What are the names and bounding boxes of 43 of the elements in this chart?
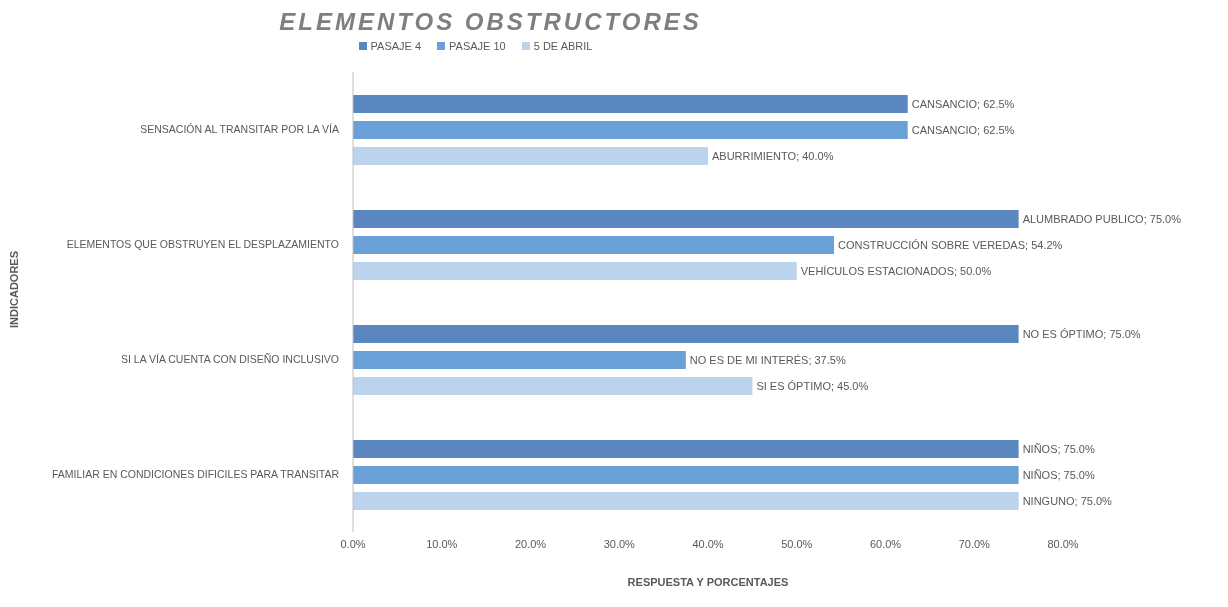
- data-label: CANSANCIO; 62.5%: [911, 123, 1015, 136]
- x-tick-label: 60.0%: [869, 537, 902, 550]
- data-label: NIÑOS; 75.0%: [1022, 442, 1095, 455]
- bar: [353, 325, 1019, 343]
- y-tick-label: SI LA VÍA CUENTA CON DISEÑO INCLUSIVO: [120, 353, 339, 366]
- data-label: NIÑOS; 75.0%: [1022, 468, 1095, 481]
- x-tick-label: 50.0%: [781, 537, 813, 550]
- x-tick-label: 0.0%: [340, 537, 366, 550]
- data-label: ABURRIMIENTO; 40.0%: [712, 149, 834, 162]
- bar: [353, 210, 1019, 228]
- legend-label: PASAJE 4: [369, 40, 422, 52]
- data-label: CANSANCIO; 62.5%: [911, 97, 1015, 110]
- bar: [353, 147, 708, 165]
- legend-label: 5 DE ABRIL: [532, 40, 593, 52]
- y-axis-title: INDICADORES: [8, 250, 20, 328]
- legend-label: PASAJE 10: [448, 40, 506, 52]
- bar: [353, 466, 1019, 484]
- x-tick-label: 20.0%: [514, 537, 547, 550]
- bar: [353, 262, 797, 280]
- bar: [353, 492, 1019, 510]
- x-tick-label: 30.0%: [603, 537, 636, 550]
- data-label: CONSTRUCCIÓN SOBRE VEREDAS; 54.2%: [838, 238, 1063, 251]
- x-tick-label: 80.0%: [1047, 537, 1079, 550]
- data-label: VEHÍCULOS ESTACIONADOS; 50.0%: [800, 264, 992, 277]
- x-tick-label: 40.0%: [692, 537, 724, 550]
- data-label: ALUMBRADO PUBLICO; 75.0%: [1022, 212, 1182, 225]
- data-label: NINGUNO; 75.0%: [1022, 494, 1113, 507]
- bar: [353, 377, 753, 395]
- x-tick-label: 70.0%: [958, 537, 991, 550]
- data-label: SI ES ÓPTIMO; 45.0%: [756, 379, 869, 392]
- bar: [353, 351, 686, 369]
- x-tick-label: 10.0%: [426, 537, 458, 550]
- data-label: NO ES ÓPTIMO; 75.0%: [1022, 327, 1141, 340]
- chart-title: ELEMENTOS OBSTRUCTORES: [278, 8, 703, 36]
- data-label: NO ES DE MI INTERÉS; 37.5%: [689, 353, 846, 366]
- bar: [353, 121, 908, 139]
- bar: [353, 440, 1019, 458]
- y-tick-label: SENSACIÓN AL TRANSITAR POR LA VÍA: [140, 123, 339, 136]
- y-tick-label: FAMILIAR EN CONDICIONES DIFICILES PARA TRANSITAR: [51, 468, 340, 481]
- bar: [353, 95, 908, 113]
- y-tick-label: ELEMENTOS QUE OBSTRUYEN EL DESPLAZAMIENTO: [66, 238, 339, 251]
- x-axis-title: RESPUESTA Y PORCENTAJES: [627, 576, 789, 588]
- bar: [353, 236, 835, 254]
